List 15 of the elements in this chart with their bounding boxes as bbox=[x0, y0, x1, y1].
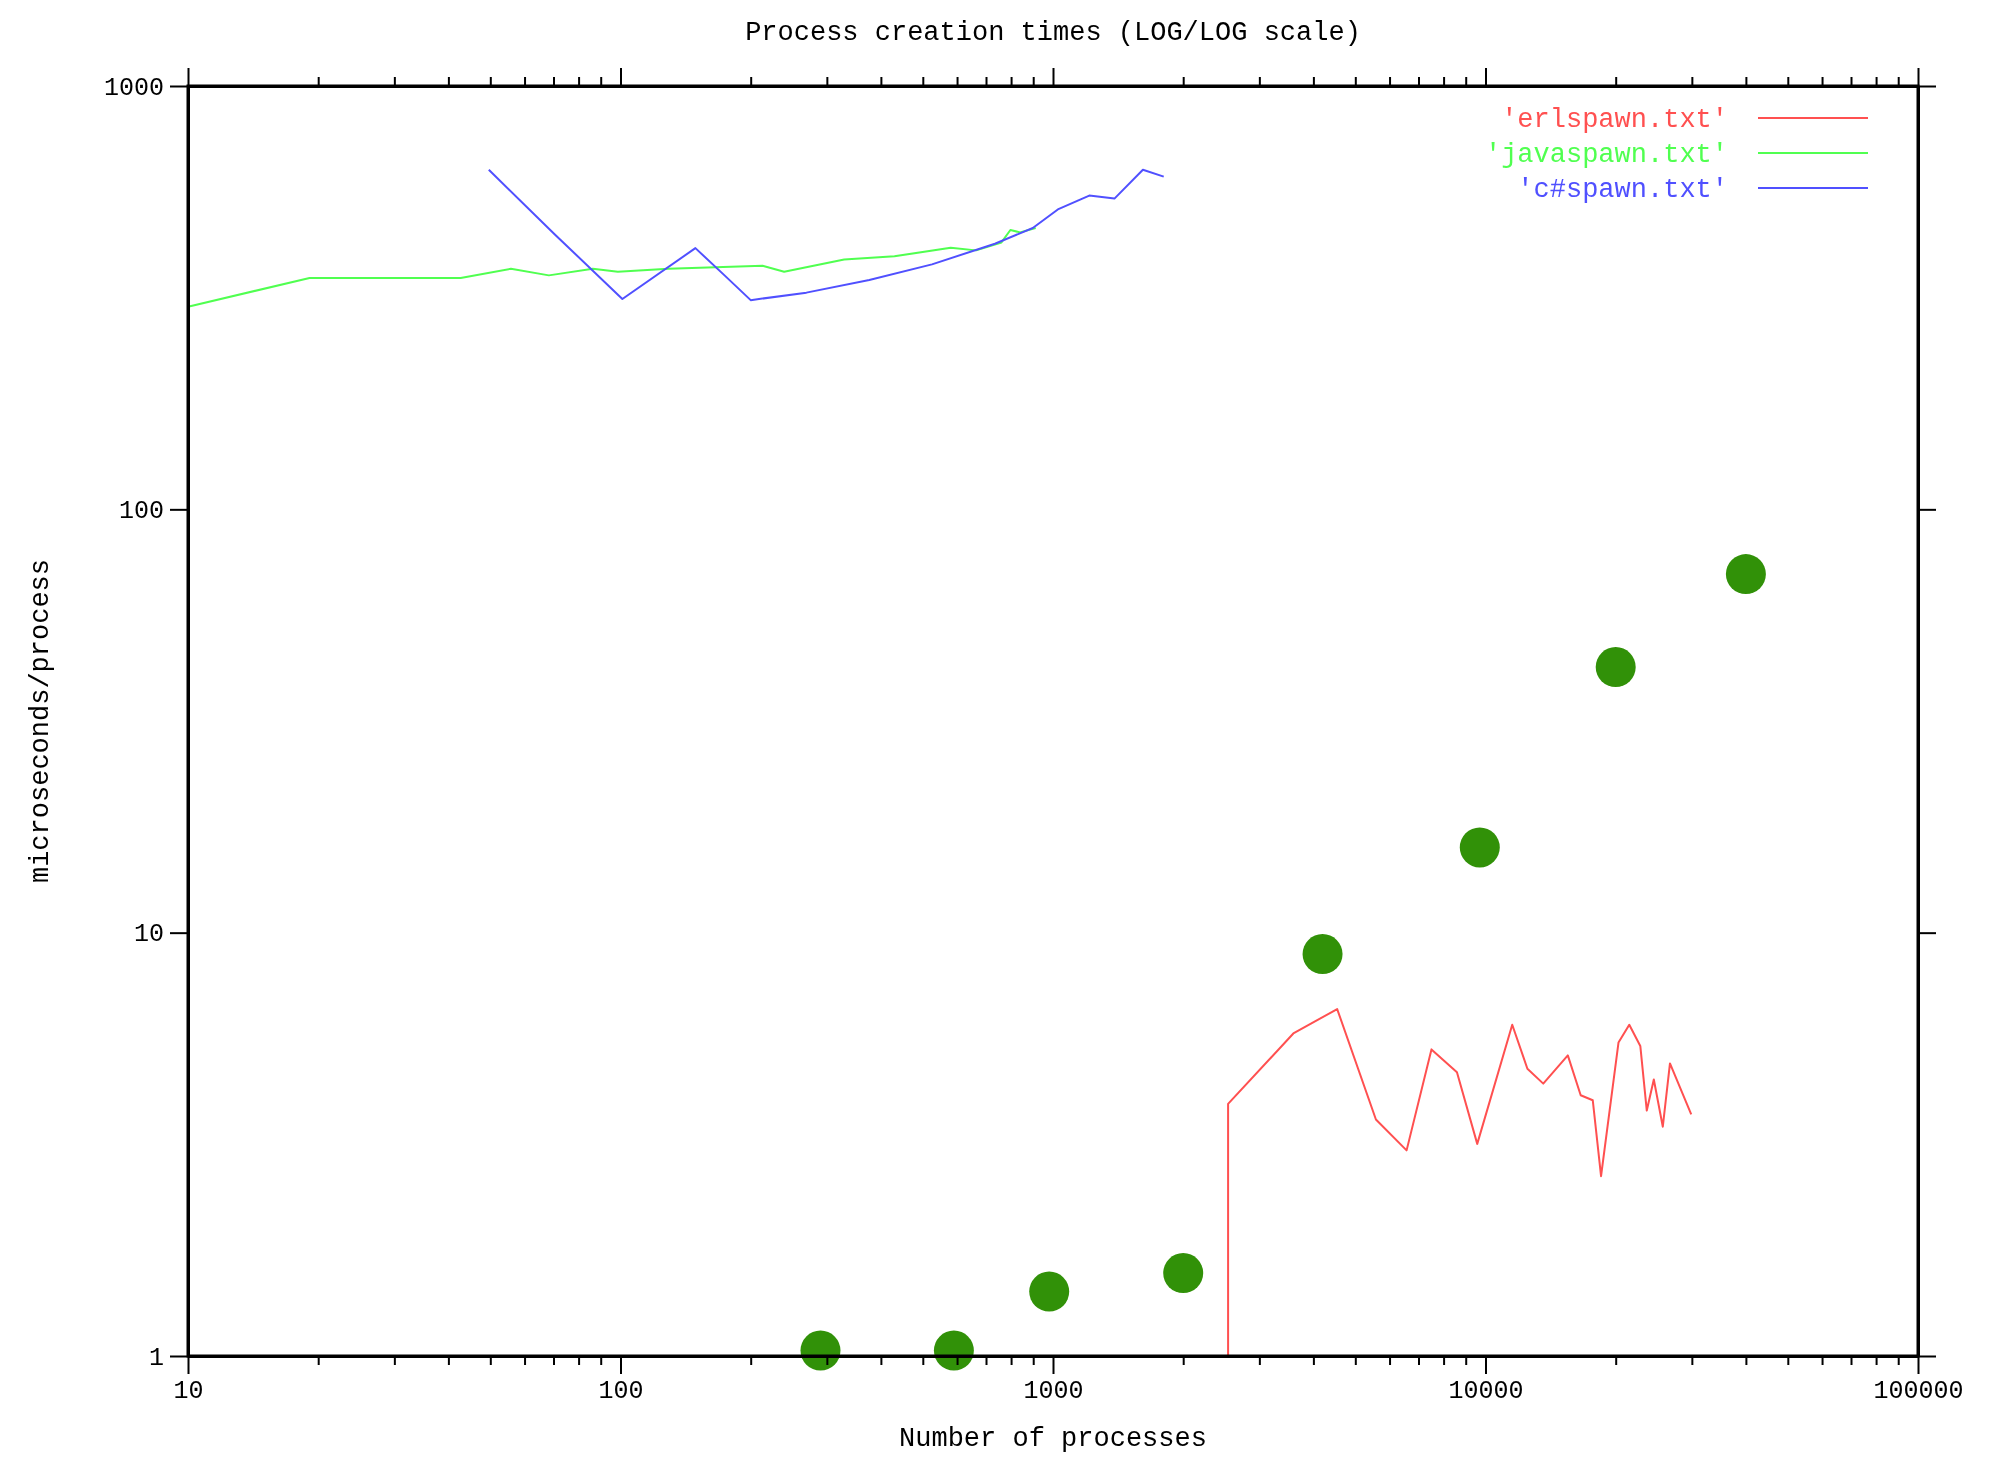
y-tick-label: 1 bbox=[148, 1343, 164, 1373]
y-tick-label: 1000 bbox=[103, 73, 164, 103]
x-axis-title: Number of processes bbox=[899, 1424, 1207, 1454]
x-tick-label: 100000 bbox=[1873, 1376, 1964, 1406]
legend-label: 'erlspawn.txt' bbox=[1501, 105, 1728, 135]
x-tick-label: 10 bbox=[173, 1376, 204, 1406]
legend-label: 'javaspawn.txt' bbox=[1484, 140, 1728, 170]
y-axis-title: microseconds/process bbox=[26, 558, 56, 884]
x-tick-label: 10000 bbox=[1448, 1376, 1524, 1406]
y-tick-label: 100 bbox=[118, 496, 164, 526]
x-tick-label: 1000 bbox=[1023, 1376, 1084, 1406]
y-tick-label: 10 bbox=[133, 920, 164, 950]
x-tick-label: 100 bbox=[598, 1376, 644, 1406]
chart-title: Process creation times (LOG/LOG scale) bbox=[745, 18, 1361, 48]
legend-label: 'c#spawn.txt' bbox=[1517, 175, 1728, 205]
